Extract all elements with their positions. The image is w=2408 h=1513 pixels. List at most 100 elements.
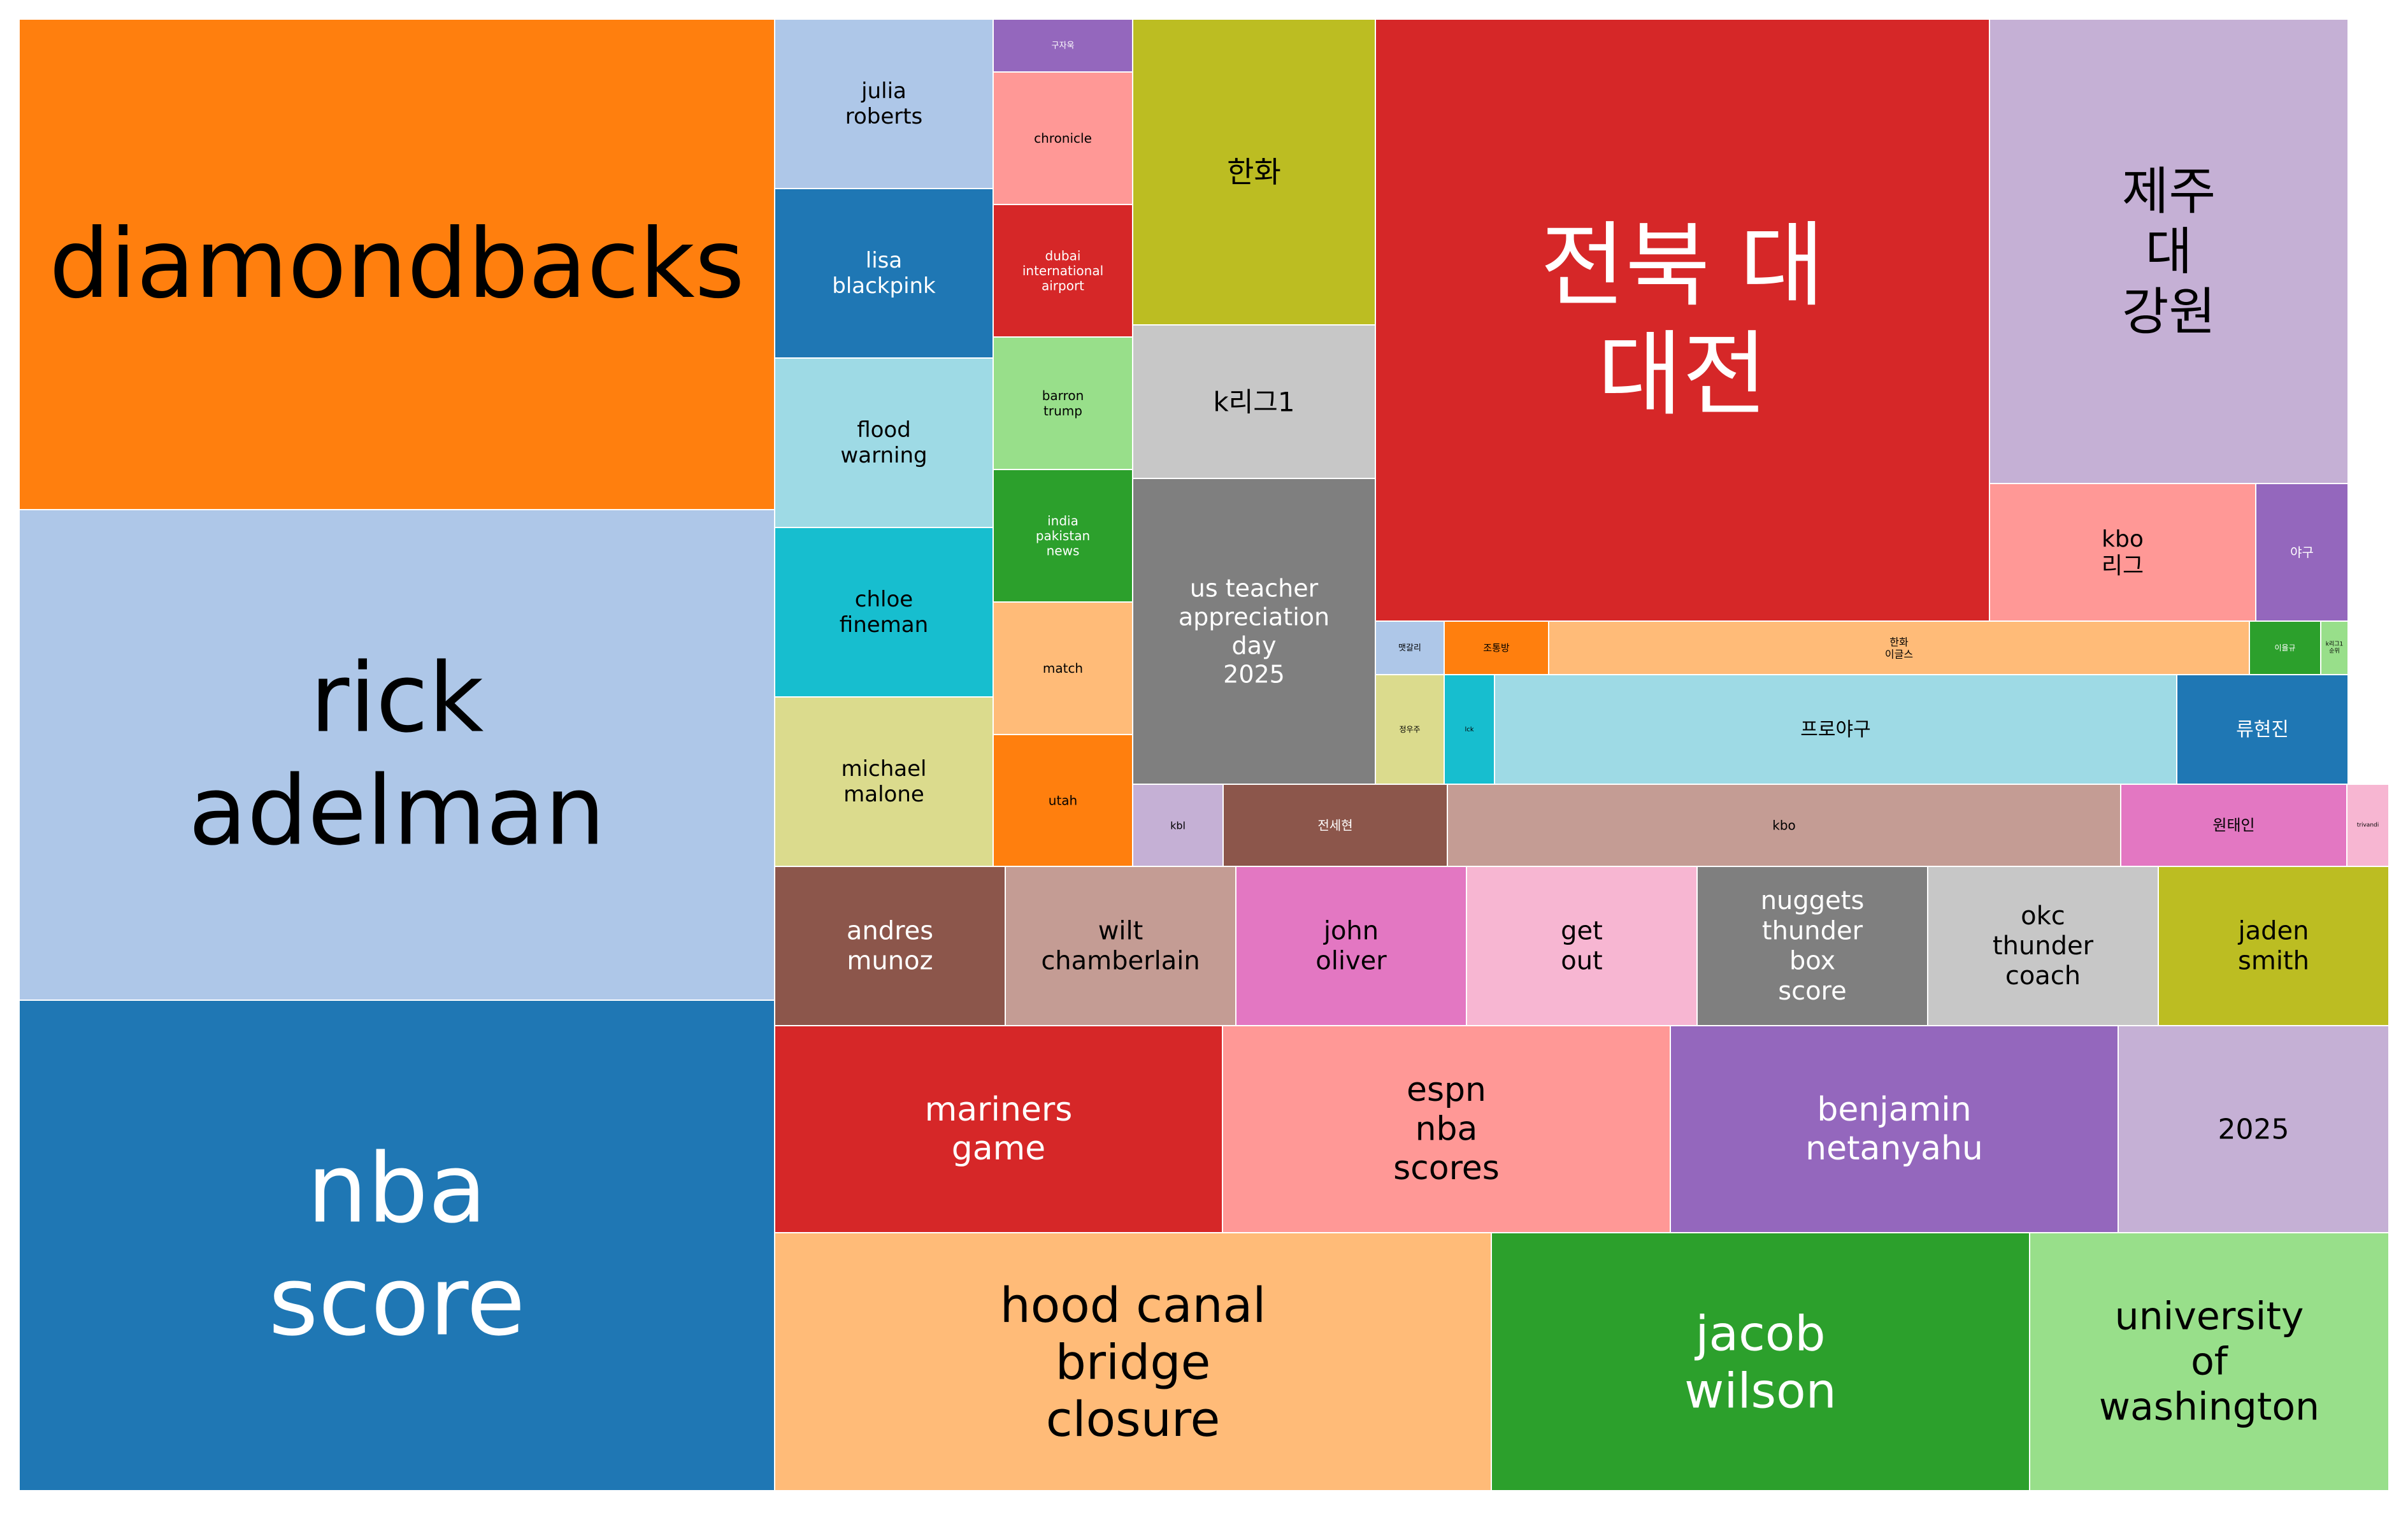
treemap-tile-label: okc thunder coach: [1993, 901, 2094, 991]
treemap-tile-jaden-smith: jaden smith: [2158, 866, 2390, 1026]
treemap-tile-label: 프로야구: [1800, 719, 1870, 741]
treemap-tile-rect: [774, 188, 994, 359]
treemap-tile-label: diamondbacks: [49, 209, 745, 320]
treemap-tile-rect: [2320, 620, 2349, 675]
treemap-tile-label: chloe fineman: [840, 587, 928, 638]
treemap-tile-label: get out: [1561, 916, 1603, 975]
treemap-tile-label: 한화: [1227, 155, 1281, 189]
treemap-tile-hood-canal-bridge-closure: hood canal bridge closure: [774, 1232, 1492, 1491]
treemap-tile-rect: [2249, 620, 2321, 675]
treemap-tile-label: benjamin netanyahu: [1805, 1091, 1983, 1168]
treemap-tile-rect: [1989, 483, 2256, 622]
treemap-tile-rect: [1132, 784, 1224, 867]
treemap-tile-rect: [2118, 1025, 2390, 1233]
treemap-tile-label: 조통방: [1483, 642, 1510, 654]
treemap-tile-label: utah: [1049, 793, 1077, 808]
treemap-tile-chloe-fineman: chloe fineman: [774, 527, 994, 698]
treemap-tile-label: trivandi: [2357, 822, 2379, 829]
treemap-tile-label: mariners game: [925, 1091, 1073, 1168]
treemap-tile-label: 이율규: [2274, 643, 2295, 652]
treemap-tile-원태인: 원태인: [2120, 784, 2347, 867]
treemap-tile-label: india pakistan news: [1036, 513, 1090, 558]
treemap-tile-rect: [993, 601, 1133, 735]
treemap-tile-lisa-blackpink: lisa blackpink: [774, 188, 994, 359]
treemap-tile-label: kbo: [1772, 818, 1796, 833]
treemap-tile-구자욱: 구자욱: [993, 18, 1133, 73]
treemap-tile-label: lck: [1465, 726, 1473, 733]
treemap-tile-맷갈리: 맷갈리: [1375, 620, 1445, 675]
treemap-tile-kbl: kbl: [1132, 784, 1224, 867]
treemap-tile-university-of-washington: university of washington: [2029, 1232, 2390, 1491]
treemap-tile-rect: [2346, 784, 2390, 867]
treemap-tile-전세현: 전세현: [1222, 784, 1448, 867]
treemap-tile-label: julia roberts: [845, 78, 923, 129]
treemap-tile-label: nba score: [268, 1134, 525, 1358]
treemap-tile-label: match: [1043, 661, 1083, 676]
treemap-tile-k리그1-순위: k리그1 순위: [2320, 620, 2349, 675]
treemap-tile-lck: lck: [1444, 674, 1495, 785]
treemap-tile-rect: [2120, 784, 2347, 867]
treemap-tile-label: chronicle: [1034, 131, 1092, 146]
treemap-tile-michael-malone: michael malone: [774, 696, 994, 867]
treemap-tile-label: 전세현: [1317, 818, 1352, 833]
treemap-tile-label: wilt chamberlain: [1041, 916, 1200, 975]
treemap-tile-label: kbo 리그: [2102, 526, 2144, 578]
treemap-tile-label: jacob wilson: [1684, 1305, 1837, 1419]
treemap-tile-rect: [1005, 866, 1236, 1026]
treemap-tile-제주-대-강원: 제주 대 강원: [1989, 18, 2349, 484]
treemap-tile-label: hood canal bridge closure: [1000, 1276, 1266, 1447]
treemap-tile-rect: [1494, 674, 2177, 785]
treemap-tile-label: dubai international airport: [1022, 248, 1103, 293]
treemap-tile-label: us teacher appreciation day 2025: [1179, 575, 1329, 689]
treemap-tile-label: espn nba scores: [1393, 1071, 1500, 1187]
treemap-tile-rect: [1447, 784, 2121, 867]
treemap-tile-정우주: 정우주: [1375, 674, 1445, 785]
treemap-tile-rect: [1927, 866, 2159, 1026]
treemap-tile-rect: [2029, 1232, 2390, 1491]
treemap-tile-전북-대-대전: 전북 대 대전: [1375, 18, 1990, 622]
treemap-tile-chronicle: chronicle: [993, 71, 1133, 205]
treemap-tile-rect: [18, 1000, 775, 1491]
treemap-tile-trivandi: trivandi: [2346, 784, 2390, 867]
treemap-tile-label: 한화 이글스: [1885, 636, 1913, 660]
treemap-tile-utah: utah: [993, 734, 1133, 867]
treemap-tile-rect: [1132, 18, 1376, 326]
treemap-tile-label: andres munoz: [847, 916, 933, 975]
treemap-tile-mariners-game: mariners game: [774, 1025, 1223, 1233]
treemap-tile-label: university of washington: [2099, 1294, 2319, 1430]
treemap-tile-rect: [774, 18, 994, 189]
treemap-tile-label: kbl: [1170, 819, 1186, 831]
treemap-tile-rect: [774, 1025, 1223, 1233]
treemap-tile-label: 정우주: [1399, 725, 1420, 734]
treemap-tile-dubai-international-airport: dubai international airport: [993, 204, 1133, 338]
treemap-tile-한화: 한화: [1132, 18, 1376, 326]
treemap-tile-wilt-chamberlain: wilt chamberlain: [1005, 866, 1236, 1026]
treemap-tile-rect: [1375, 620, 1445, 675]
treemap-tile-label: rick adelman: [189, 643, 605, 867]
treemap-tile-nba-score: nba score: [18, 1000, 775, 1491]
treemap-tile-label: barron trump: [1042, 388, 1084, 419]
treemap-tile-label: 제주 대 강원: [2122, 162, 2216, 341]
treemap-tile-label: 전북 대 대전: [1540, 212, 1824, 428]
treemap-tile-kbo: kbo: [1447, 784, 2121, 867]
treemap-tile-rect: [1670, 1025, 2119, 1233]
treemap-tile-rect: [1222, 1025, 1671, 1233]
treemap-tile-rect: [1696, 866, 1928, 1026]
treemap-tile-rect: [993, 469, 1133, 603]
treemap-tile-label: flood warning: [840, 417, 927, 468]
treemap-tile-label: john oliver: [1315, 916, 1387, 975]
treemap-tile-rect: [774, 527, 994, 698]
treemap-tile-rick-adelman: rick adelman: [18, 509, 775, 1001]
treemap-tile-rect: [1375, 674, 1445, 785]
treemap-tile-label: 맷갈리: [1398, 643, 1421, 653]
treemap-tile-rect: [993, 18, 1133, 73]
treemap-tile-john-oliver: john oliver: [1235, 866, 1467, 1026]
treemap-tile-한화-이글스: 한화 이글스: [1548, 620, 2250, 675]
treemap-tile-label: 구자욱: [1052, 41, 1075, 50]
treemap-tile-label: 2025: [2218, 1113, 2290, 1145]
treemap-tile-label: jaden smith: [2238, 916, 2309, 975]
treemap-tile-label: michael malone: [841, 756, 926, 807]
treemap-tile-rect: [1235, 866, 1467, 1026]
